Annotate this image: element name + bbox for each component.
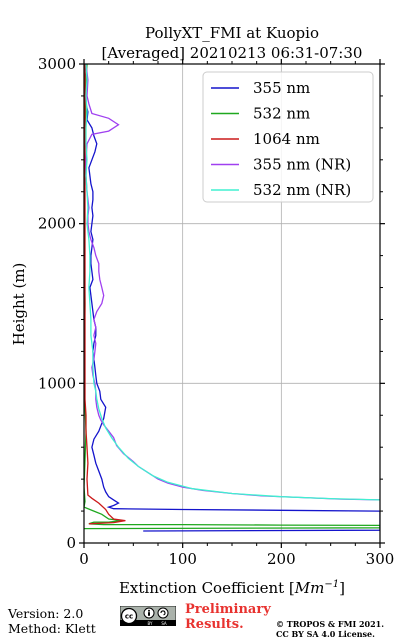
cc-by-sa-badge-icon: cc BY SA bbox=[120, 606, 176, 626]
y-axis-label: Height (m) bbox=[10, 263, 28, 346]
svg-text:BY: BY bbox=[148, 621, 154, 626]
x-axis-unit-exponent: −1 bbox=[324, 579, 339, 590]
copyright-line-2: CC BY SA 4.0 License. bbox=[276, 628, 375, 639]
legend-box bbox=[202, 71, 374, 203]
copyright-notice: © TROPOS & FMI 2021. CC BY SA 4.0 Licens… bbox=[276, 619, 385, 639]
preliminary-results-notice: Preliminary Results. bbox=[185, 602, 271, 632]
svg-text:cc: cc bbox=[125, 613, 133, 621]
x-axis-label-end: ] bbox=[339, 579, 345, 597]
x-axis-label-text: Extinction Coefficient [ bbox=[119, 579, 295, 597]
footer-info: Version: 2.0 Method: Klett bbox=[8, 606, 96, 636]
preliminary-line-2: Results. bbox=[185, 616, 244, 632]
y-tick-label: 2000 bbox=[38, 215, 76, 233]
extinction-profile-chart: PollyXT_FMI at Kuopio [Averaged] 2021021… bbox=[10, 24, 395, 597]
svg-text:SA: SA bbox=[161, 621, 167, 626]
y-tick-label: 1000 bbox=[38, 374, 76, 392]
legend-label: 355 nm (NR) bbox=[253, 156, 351, 174]
chart-title: PollyXT_FMI at Kuopio bbox=[145, 24, 319, 42]
version-text: Version: 2.0 bbox=[8, 606, 84, 621]
series-layer bbox=[84, 64, 380, 532]
x-tick-label: 100 bbox=[168, 550, 197, 568]
chart-subtitle: [Averaged] 20210213 06:31-07:30 bbox=[102, 44, 363, 62]
method-text: Method: Klett bbox=[8, 621, 96, 636]
x-axis-unit: Mm bbox=[294, 579, 325, 597]
x-tick-label: 0 bbox=[79, 550, 89, 568]
legend-label: 1064 nm bbox=[253, 130, 320, 148]
preliminary-line-1: Preliminary bbox=[185, 602, 271, 617]
legend: 355 nm 532 nm 1064 nm 355 nm (NR) 532 nm (NR… bbox=[202, 71, 374, 203]
legend-label: 532 nm (NR) bbox=[253, 181, 351, 199]
series-line-5 bbox=[85, 64, 380, 501]
y-tick-label: 0 bbox=[66, 534, 76, 552]
legend-label: 532 nm bbox=[253, 105, 310, 123]
y-tick-label: 3000 bbox=[38, 55, 76, 73]
legend-label: 355 nm bbox=[253, 79, 310, 97]
x-axis-label: Extinction Coefficient [Mm−1] bbox=[119, 579, 345, 597]
series-line-3 bbox=[84, 64, 126, 525]
copyright-line-1: © TROPOS & FMI 2021. bbox=[276, 619, 385, 629]
x-tick-label: 200 bbox=[267, 550, 296, 568]
x-tick-label: 300 bbox=[366, 550, 395, 568]
